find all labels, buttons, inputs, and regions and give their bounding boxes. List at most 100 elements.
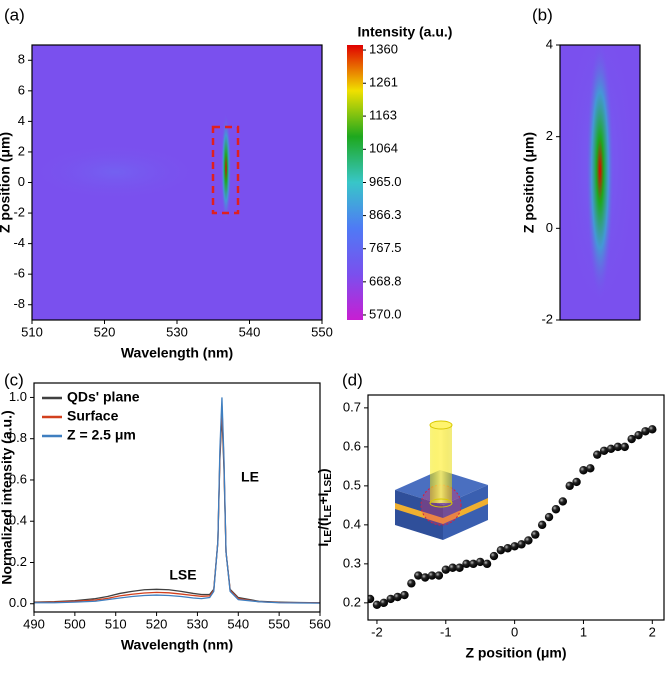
scatter-point — [407, 579, 416, 588]
heatmap-spot — [221, 113, 231, 223]
y-axis-label: ILE/(ILE+ILSE) — [315, 468, 334, 546]
y-tick-label: 0.8 — [9, 430, 27, 445]
y-tick-label: 0.5 — [343, 477, 361, 492]
y-tick-label: 6 — [18, 82, 25, 97]
y-tick-label: 0.4 — [343, 516, 361, 531]
legend-label: QDs' plane — [67, 389, 140, 405]
scatter-point — [531, 530, 540, 539]
colorbar-tick-label: 767.5 — [369, 240, 402, 255]
line-series — [34, 397, 320, 604]
y-tick-label: 0.3 — [343, 555, 361, 570]
axes-frame — [559, 44, 641, 321]
annotation: LE — [241, 469, 259, 485]
y-tick-label: -4 — [13, 235, 25, 250]
y-axis-label: Z position (μm) — [521, 132, 537, 233]
y-tick-label: 2 — [546, 128, 553, 143]
y-tick-label: 0.7 — [343, 399, 361, 414]
scatter-point — [586, 464, 595, 473]
scatter-point — [469, 559, 478, 569]
x-tick-label: 490 — [23, 616, 45, 631]
y-axis-label-part: I — [315, 543, 331, 547]
y-tick-label: 2 — [18, 143, 25, 158]
x-axis-label: Wavelength (nm) — [121, 637, 233, 653]
y-tick-label: 0.0 — [9, 595, 27, 610]
colorbar — [347, 45, 363, 320]
scatter-point — [648, 425, 657, 434]
panel-label: (b) — [532, 5, 553, 24]
y-tick-label: 0.2 — [9, 554, 27, 569]
scatter-point — [414, 571, 423, 580]
y-axis-label-subscript: LE — [323, 504, 334, 517]
y-tick-label: 1.0 — [9, 389, 27, 404]
plot-area — [34, 397, 320, 604]
y-tick-label: -2 — [541, 311, 553, 326]
colorbar-tick-label: 1360 — [369, 41, 398, 56]
scatter-point — [613, 442, 623, 452]
line-series — [34, 413, 320, 604]
plot-area — [32, 45, 322, 320]
scatter-point — [641, 427, 650, 436]
scatter-point — [400, 590, 409, 600]
y-tick-label: -8 — [13, 296, 25, 311]
colorbar-tick-label: 1163 — [369, 108, 397, 123]
x-tick-label: 510 — [21, 324, 43, 339]
scatter-point — [627, 434, 636, 444]
x-tick-label: 510 — [105, 616, 127, 631]
scatter-point — [476, 557, 485, 567]
scatter-point — [517, 540, 526, 549]
x-tick-label: 520 — [94, 324, 116, 339]
scatter-point — [537, 520, 547, 530]
x-axis-label: Z position (μm) — [465, 645, 566, 661]
y-tick-label: 0.4 — [9, 513, 27, 528]
colorbar-title: Intensity (a.u.) — [358, 24, 453, 40]
inset-diagram — [395, 420, 488, 540]
x-tick-label: 550 — [268, 616, 290, 631]
y-axis-label-subscript: LE — [323, 530, 334, 543]
x-tick-label: 2 — [649, 624, 656, 639]
line-series — [34, 405, 320, 604]
scatter-point — [393, 592, 402, 602]
y-axis-label: Normalized intensity (a.u.) — [0, 410, 15, 584]
x-tick-label: 520 — [146, 616, 168, 631]
scatter-point — [434, 571, 444, 580]
x-tick-label: 530 — [187, 616, 209, 631]
scatter-point — [462, 559, 471, 569]
scatter-point — [379, 598, 389, 608]
y-tick-label: 4 — [546, 36, 553, 51]
y-tick-label: 4 — [18, 113, 25, 128]
scatter-point — [372, 600, 382, 609]
scatter-point — [482, 559, 492, 569]
y-tick-label: 0.2 — [343, 594, 361, 609]
scatter-point — [634, 430, 643, 440]
axes-frame — [367, 394, 665, 621]
colorbar-tick-label: 668.8 — [369, 273, 402, 288]
scatter-point — [441, 565, 450, 574]
plot-area — [368, 425, 657, 609]
y-axis-label-part: /(I — [315, 517, 331, 529]
annotation: LSE — [169, 567, 196, 583]
x-tick-label: 540 — [227, 616, 249, 631]
x-tick-label: 0 — [511, 624, 518, 639]
x-tick-label: 540 — [239, 324, 261, 339]
scatter-point — [455, 563, 464, 572]
scatter-point — [503, 544, 512, 553]
zoom-box — [211, 125, 240, 215]
y-tick-label: -2 — [13, 204, 25, 219]
legend-label: Surface — [67, 408, 119, 424]
axes-frame — [33, 382, 321, 613]
scatter-point — [565, 481, 574, 491]
scatter-point — [620, 442, 629, 452]
scatter-point — [368, 594, 375, 604]
x-tick-label: 530 — [166, 324, 188, 339]
y-axis-label-part: ) — [315, 468, 331, 473]
colorbar-tick-label: 965.0 — [369, 174, 402, 189]
scatter-point — [599, 446, 609, 455]
scatter-point — [489, 551, 499, 561]
scatter-point — [510, 542, 519, 551]
scatter-point — [524, 536, 533, 545]
y-tick-label: -6 — [13, 266, 25, 281]
colorbar-tick-label: 866.3 — [369, 207, 402, 222]
y-tick-label: 0 — [546, 220, 553, 235]
heatmap-glow — [32, 142, 205, 202]
scatter-point — [544, 512, 554, 522]
